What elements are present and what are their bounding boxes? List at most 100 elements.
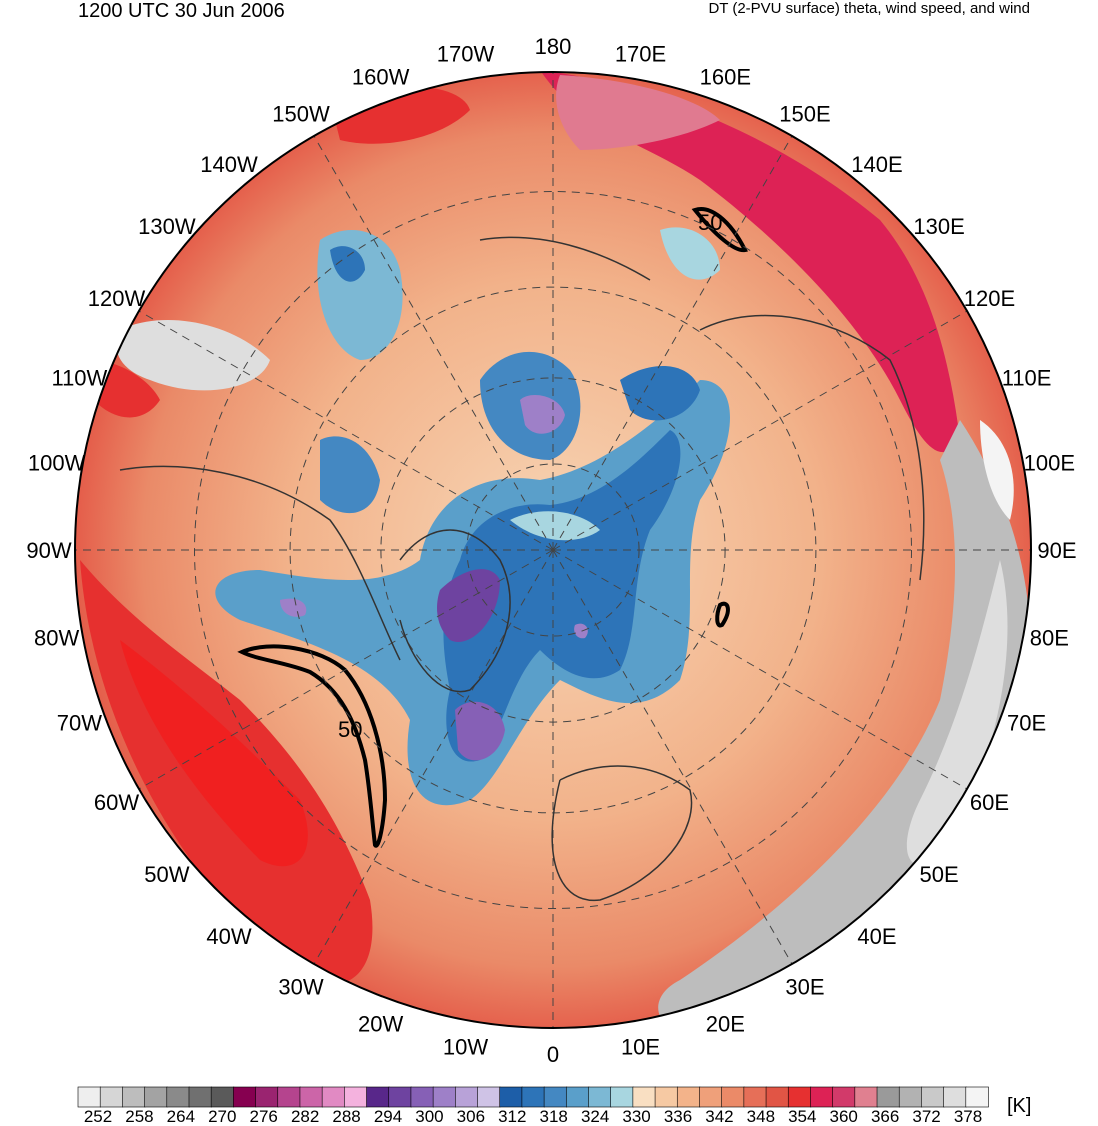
valid-time: 1200 UTC 30 Jun 2006 (78, 0, 285, 22)
longitude-label: 100W (28, 450, 86, 475)
colorbar-swatch (344, 1086, 368, 1108)
longitude-label: 90W (26, 538, 71, 563)
longitude-label: 60E (970, 790, 1009, 815)
longitude-label: 140W (200, 152, 258, 177)
colorbar-swatch (743, 1086, 767, 1108)
colorbar-tick-label: 252 (84, 1107, 112, 1126)
longitude-label: 30W (278, 974, 323, 999)
colorbar-tick-label: 282 (291, 1107, 319, 1126)
colorbar-swatch (188, 1086, 212, 1108)
contour-label-pacific: 50 (698, 210, 722, 235)
colorbar-swatch (943, 1086, 967, 1108)
longitude-label: 160E (700, 64, 751, 89)
longitude-label: 40E (857, 924, 896, 949)
colorbar-swatch (233, 1086, 257, 1108)
colorbar-tick-label: 318 (540, 1107, 568, 1126)
meridian-line (552, 310, 968, 551)
colorbar-swatch (255, 1086, 279, 1108)
map-title: DT (2-PVU surface) theta, wind speed, an… (708, 0, 1030, 17)
longitude-label: 50W (144, 862, 189, 887)
colorbar-swatch (321, 1086, 346, 1108)
longitude-label: 20E (706, 1012, 745, 1037)
colorbar-tick-label: 378 (954, 1107, 982, 1126)
colorbar-tick-label: 300 (415, 1107, 443, 1126)
longitude-label: 40W (206, 924, 251, 949)
longitude-label: 0 (547, 1042, 559, 1067)
parallel-circle (380, 377, 726, 723)
colorbar-swatch (632, 1086, 656, 1108)
longitude-label: 110E (1002, 366, 1052, 391)
colorbar-tick-label: 294 (374, 1107, 402, 1126)
colorbar: 252 258 264 270 276 282 288 294 300 306 312 318 324 3… (77, 1086, 989, 1126)
longitude-label: 130E (913, 214, 964, 239)
longitude-label: 150W (272, 102, 330, 127)
colorbar-swatch (277, 1086, 301, 1108)
colorbar-swatch (588, 1086, 612, 1108)
longitude-label: 120E (964, 286, 1015, 311)
meridian-line (552, 549, 968, 790)
longitude-label: 170E (615, 42, 666, 67)
contour-label-atlantic: 50 (338, 717, 362, 742)
colorbar-tick-label: 372 (912, 1107, 940, 1126)
meridian-line (313, 135, 554, 551)
theta-field (75, 72, 1031, 1028)
meridian-line (552, 549, 793, 965)
longitude-label: 10W (443, 1034, 488, 1059)
colorbar-swatch (543, 1086, 568, 1108)
colorbar-swatch (299, 1086, 323, 1108)
longitude-label: 180 (535, 34, 572, 59)
colorbar-swatch (654, 1086, 679, 1108)
longitude-label: 100E (1024, 450, 1075, 475)
longitude-label: 120W (88, 286, 146, 311)
colorbar-tick-label: 324 (581, 1107, 609, 1126)
colorbar-swatch (410, 1086, 434, 1108)
longitude-label: 70W (57, 710, 102, 735)
colorbar-swatch (854, 1086, 878, 1108)
colorbar-tick-label: 354 (788, 1107, 816, 1126)
colorbar-tick-label: 270 (208, 1107, 236, 1126)
colorbar-swatch (432, 1086, 457, 1108)
longitude-label: 110W (51, 366, 107, 391)
colorbar-swatch (499, 1086, 523, 1108)
longitude-label: 60W (94, 790, 139, 815)
longitude-label: 130W (138, 214, 196, 239)
longitude-label: 50E (920, 862, 959, 887)
parallel-circle (466, 463, 640, 637)
longitude-label: 20W (358, 1012, 403, 1037)
colorbar-tick-label: 276 (250, 1107, 278, 1126)
colorbar-swatch (565, 1086, 590, 1108)
colorbar-swatch (144, 1086, 168, 1108)
longitude-label: 170W (437, 42, 495, 67)
colorbar-tick-label: 288 (332, 1107, 360, 1126)
colorbar-tick-label: 360 (830, 1107, 858, 1126)
meridian-line (138, 310, 554, 551)
colorbar-swatch (166, 1086, 190, 1108)
colorbar-tick-label: 342 (705, 1107, 733, 1126)
colorbar-swatch (721, 1086, 745, 1108)
colorbar-swatch (122, 1086, 146, 1108)
colorbar-swatch (610, 1086, 634, 1108)
meridian-line (313, 549, 554, 965)
colorbar-swatch (699, 1086, 723, 1108)
colorbar-tick-label: 366 (871, 1107, 899, 1126)
longitude-label: 150E (779, 102, 830, 127)
longitude-label: 80W (34, 626, 79, 651)
colorbar-swatch (477, 1086, 501, 1108)
colorbar-swatch (210, 1086, 235, 1108)
colorbar-swatch (676, 1086, 701, 1108)
longitude-label: 70E (1007, 710, 1046, 735)
longitude-label: 140E (851, 152, 902, 177)
colorbar-swatch (832, 1086, 856, 1108)
colorbar-swatch (921, 1086, 945, 1108)
colorbar-swatch (99, 1086, 124, 1108)
colorbar-tick-label: 312 (498, 1107, 526, 1126)
colorbar-swatch (765, 1086, 790, 1108)
coastlines (119, 236, 925, 902)
colorbar-unit: [K] (1007, 1095, 1031, 1117)
colorbar-tick-label: 336 (664, 1107, 692, 1126)
longitude-label: 90E (1037, 538, 1076, 563)
colorbar-swatch (965, 1086, 989, 1108)
colorbar-swatch (898, 1086, 923, 1108)
longitude-labels: 180 170E 160E 150E 140E 130E 120E 110E 100E 90E 80… (26, 34, 1076, 1067)
